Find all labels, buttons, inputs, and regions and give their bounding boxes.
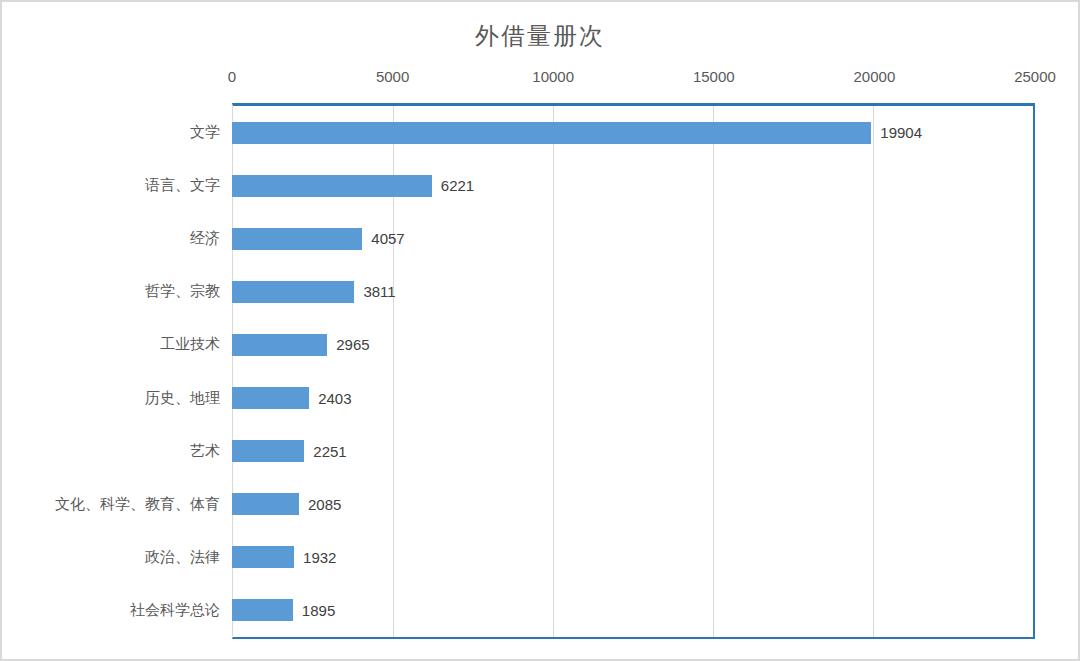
value-label: 1932 bbox=[303, 549, 336, 566]
value-label: 2085 bbox=[308, 496, 341, 513]
bar-row: 工业技术 2965 bbox=[2, 318, 1035, 371]
value-label: 3811 bbox=[363, 283, 395, 300]
category-label: 经济 bbox=[2, 229, 232, 248]
value-label: 2965 bbox=[336, 336, 369, 353]
bar-zone: 2085 bbox=[232, 478, 1035, 531]
bar bbox=[232, 122, 871, 144]
bar-row: 艺术 2251 bbox=[2, 425, 1035, 478]
chart-title: 外借量册次 bbox=[2, 20, 1078, 52]
value-label: 4057 bbox=[371, 230, 404, 247]
bar-zone: 1895 bbox=[232, 584, 1035, 637]
bar-row: 哲学、宗教 3811 bbox=[2, 265, 1035, 318]
category-label: 社会科学总论 bbox=[2, 601, 232, 620]
x-axis-tick-label: 20000 bbox=[854, 68, 896, 85]
bar-row: 文学 19904 bbox=[2, 106, 1035, 159]
category-label: 政治、法律 bbox=[2, 548, 232, 567]
x-axis-tick-label: 25000 bbox=[1014, 68, 1056, 85]
category-label: 艺术 bbox=[2, 442, 232, 461]
category-label: 语言、文字 bbox=[2, 176, 232, 195]
bar bbox=[232, 440, 304, 462]
value-label: 19904 bbox=[880, 124, 922, 141]
category-label: 工业技术 bbox=[2, 335, 232, 354]
bar-row: 语言、文字 6221 bbox=[2, 159, 1035, 212]
x-axis: 0500010000150002000025000 bbox=[232, 68, 1035, 90]
bar-zone: 2403 bbox=[232, 371, 1035, 424]
value-label: 2251 bbox=[313, 443, 346, 460]
bar bbox=[232, 228, 362, 250]
bar-row: 历史、地理 2403 bbox=[2, 371, 1035, 424]
bar-row: 社会科学总论 1895 bbox=[2, 584, 1035, 637]
bar-zone: 2251 bbox=[232, 425, 1035, 478]
x-axis-tick-label: 10000 bbox=[532, 68, 574, 85]
bar bbox=[232, 546, 294, 568]
bar-row: 文化、科学、教育、体育 2085 bbox=[2, 478, 1035, 531]
bar-row: 经济 4057 bbox=[2, 212, 1035, 265]
bar bbox=[232, 387, 309, 409]
bar-zone: 2965 bbox=[232, 318, 1035, 371]
category-label: 文化、科学、教育、体育 bbox=[2, 495, 232, 514]
x-axis-tick-label: 5000 bbox=[376, 68, 409, 85]
bar bbox=[232, 175, 432, 197]
category-label: 哲学、宗教 bbox=[2, 282, 232, 301]
bar-zone: 3811 bbox=[232, 265, 1035, 318]
bar bbox=[232, 599, 293, 621]
category-label: 文学 bbox=[2, 123, 232, 142]
value-label: 6221 bbox=[441, 177, 474, 194]
value-label: 1895 bbox=[302, 602, 335, 619]
bar bbox=[232, 493, 299, 515]
x-axis-tick-label: 0 bbox=[228, 68, 236, 85]
bar-zone: 1932 bbox=[232, 531, 1035, 584]
category-label: 历史、地理 bbox=[2, 389, 232, 408]
bar bbox=[232, 281, 354, 303]
value-label: 2403 bbox=[318, 390, 351, 407]
x-axis-tick-label: 15000 bbox=[693, 68, 735, 85]
chart-canvas: 外借量册次 0 5000 10000 15000 20000 25000 文学 19904… bbox=[0, 0, 1080, 661]
bar-row: 政治、法律 1932 bbox=[2, 531, 1035, 584]
bar-rows: 文学 19904 语言、文字 6221 经济 4057 哲学、宗教 3811 工… bbox=[2, 106, 1035, 637]
bar bbox=[232, 334, 327, 356]
bar-zone: 4057 bbox=[232, 212, 1035, 265]
bar-zone: 6221 bbox=[232, 159, 1035, 212]
bar-zone: 19904 bbox=[232, 106, 1035, 159]
